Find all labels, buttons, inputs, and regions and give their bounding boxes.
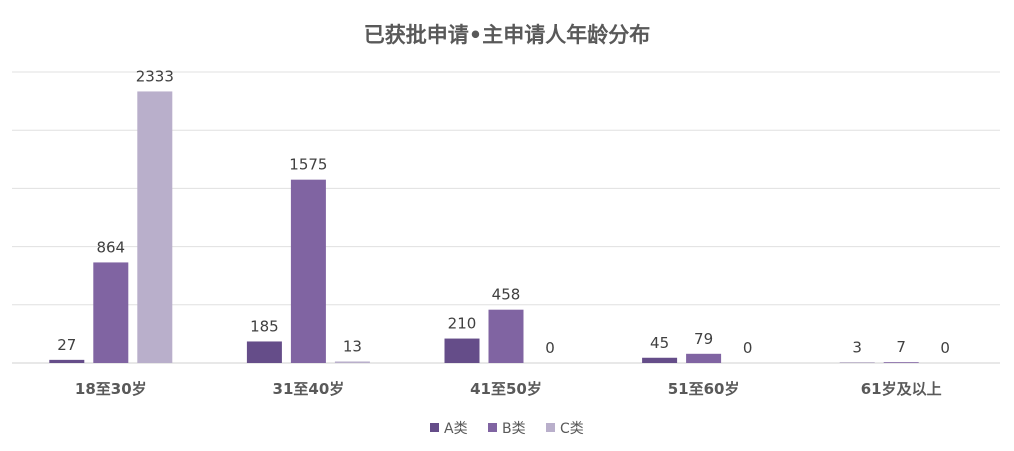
bar-B类-51至60岁 [686,353,722,363]
data-label: 45 [650,334,669,352]
legend[interactable]: A类 B类 C类 [430,421,584,437]
bar-A类-18至30岁 [49,359,85,363]
data-label: 1575 [289,156,327,174]
data-label: 864 [96,238,125,256]
chart-title: 已获批申请•主申请人年龄分布 [364,23,650,47]
bar-C类-31至40岁 [334,361,370,363]
legend-swatch [488,423,497,432]
legend-item[interactable]: B类 [502,421,526,437]
bar-B类-31至40岁 [290,179,326,363]
bar-C类-18至30岁 [137,91,173,364]
legend-item[interactable]: C类 [560,421,584,437]
bar-B类-41至50岁 [488,309,524,363]
legend-swatch [546,423,555,432]
data-label: 0 [940,339,950,357]
data-label: 13 [343,337,362,355]
data-label: 0 [743,339,753,357]
category-label: 51至60岁 [668,380,740,398]
data-label: 2333 [136,67,174,85]
data-label: 3 [852,339,862,357]
category-label: 41至50岁 [470,380,542,398]
category-labels: 18至30岁 31至40岁 41至50岁 51至60岁 61岁及以上 [75,380,942,398]
category-label: 18至30岁 [75,380,147,398]
data-label: 458 [492,286,521,304]
bars: 27 864 2333 185 1575 13 210 458 0 45 79 0 3 7 0 [49,67,950,364]
bar-A类-41至50岁 [444,338,480,363]
bar-A类-51至60岁 [642,357,678,363]
bar-A类-31至40岁 [246,341,282,363]
legend-item[interactable]: A类 [444,421,468,437]
category-label: 31至40岁 [273,380,345,398]
bar-B类-61岁及以上 [883,362,919,363]
data-label: 27 [57,336,76,354]
legend-swatch [430,423,439,432]
bar-B类-18至30岁 [93,262,129,363]
data-label: 210 [448,315,477,333]
data-label: 0 [545,339,555,357]
data-label: 185 [250,317,279,335]
gridlines [12,71,1000,364]
data-label: 79 [694,330,713,348]
data-label: 7 [896,338,906,356]
category-label: 61岁及以上 [861,380,942,398]
